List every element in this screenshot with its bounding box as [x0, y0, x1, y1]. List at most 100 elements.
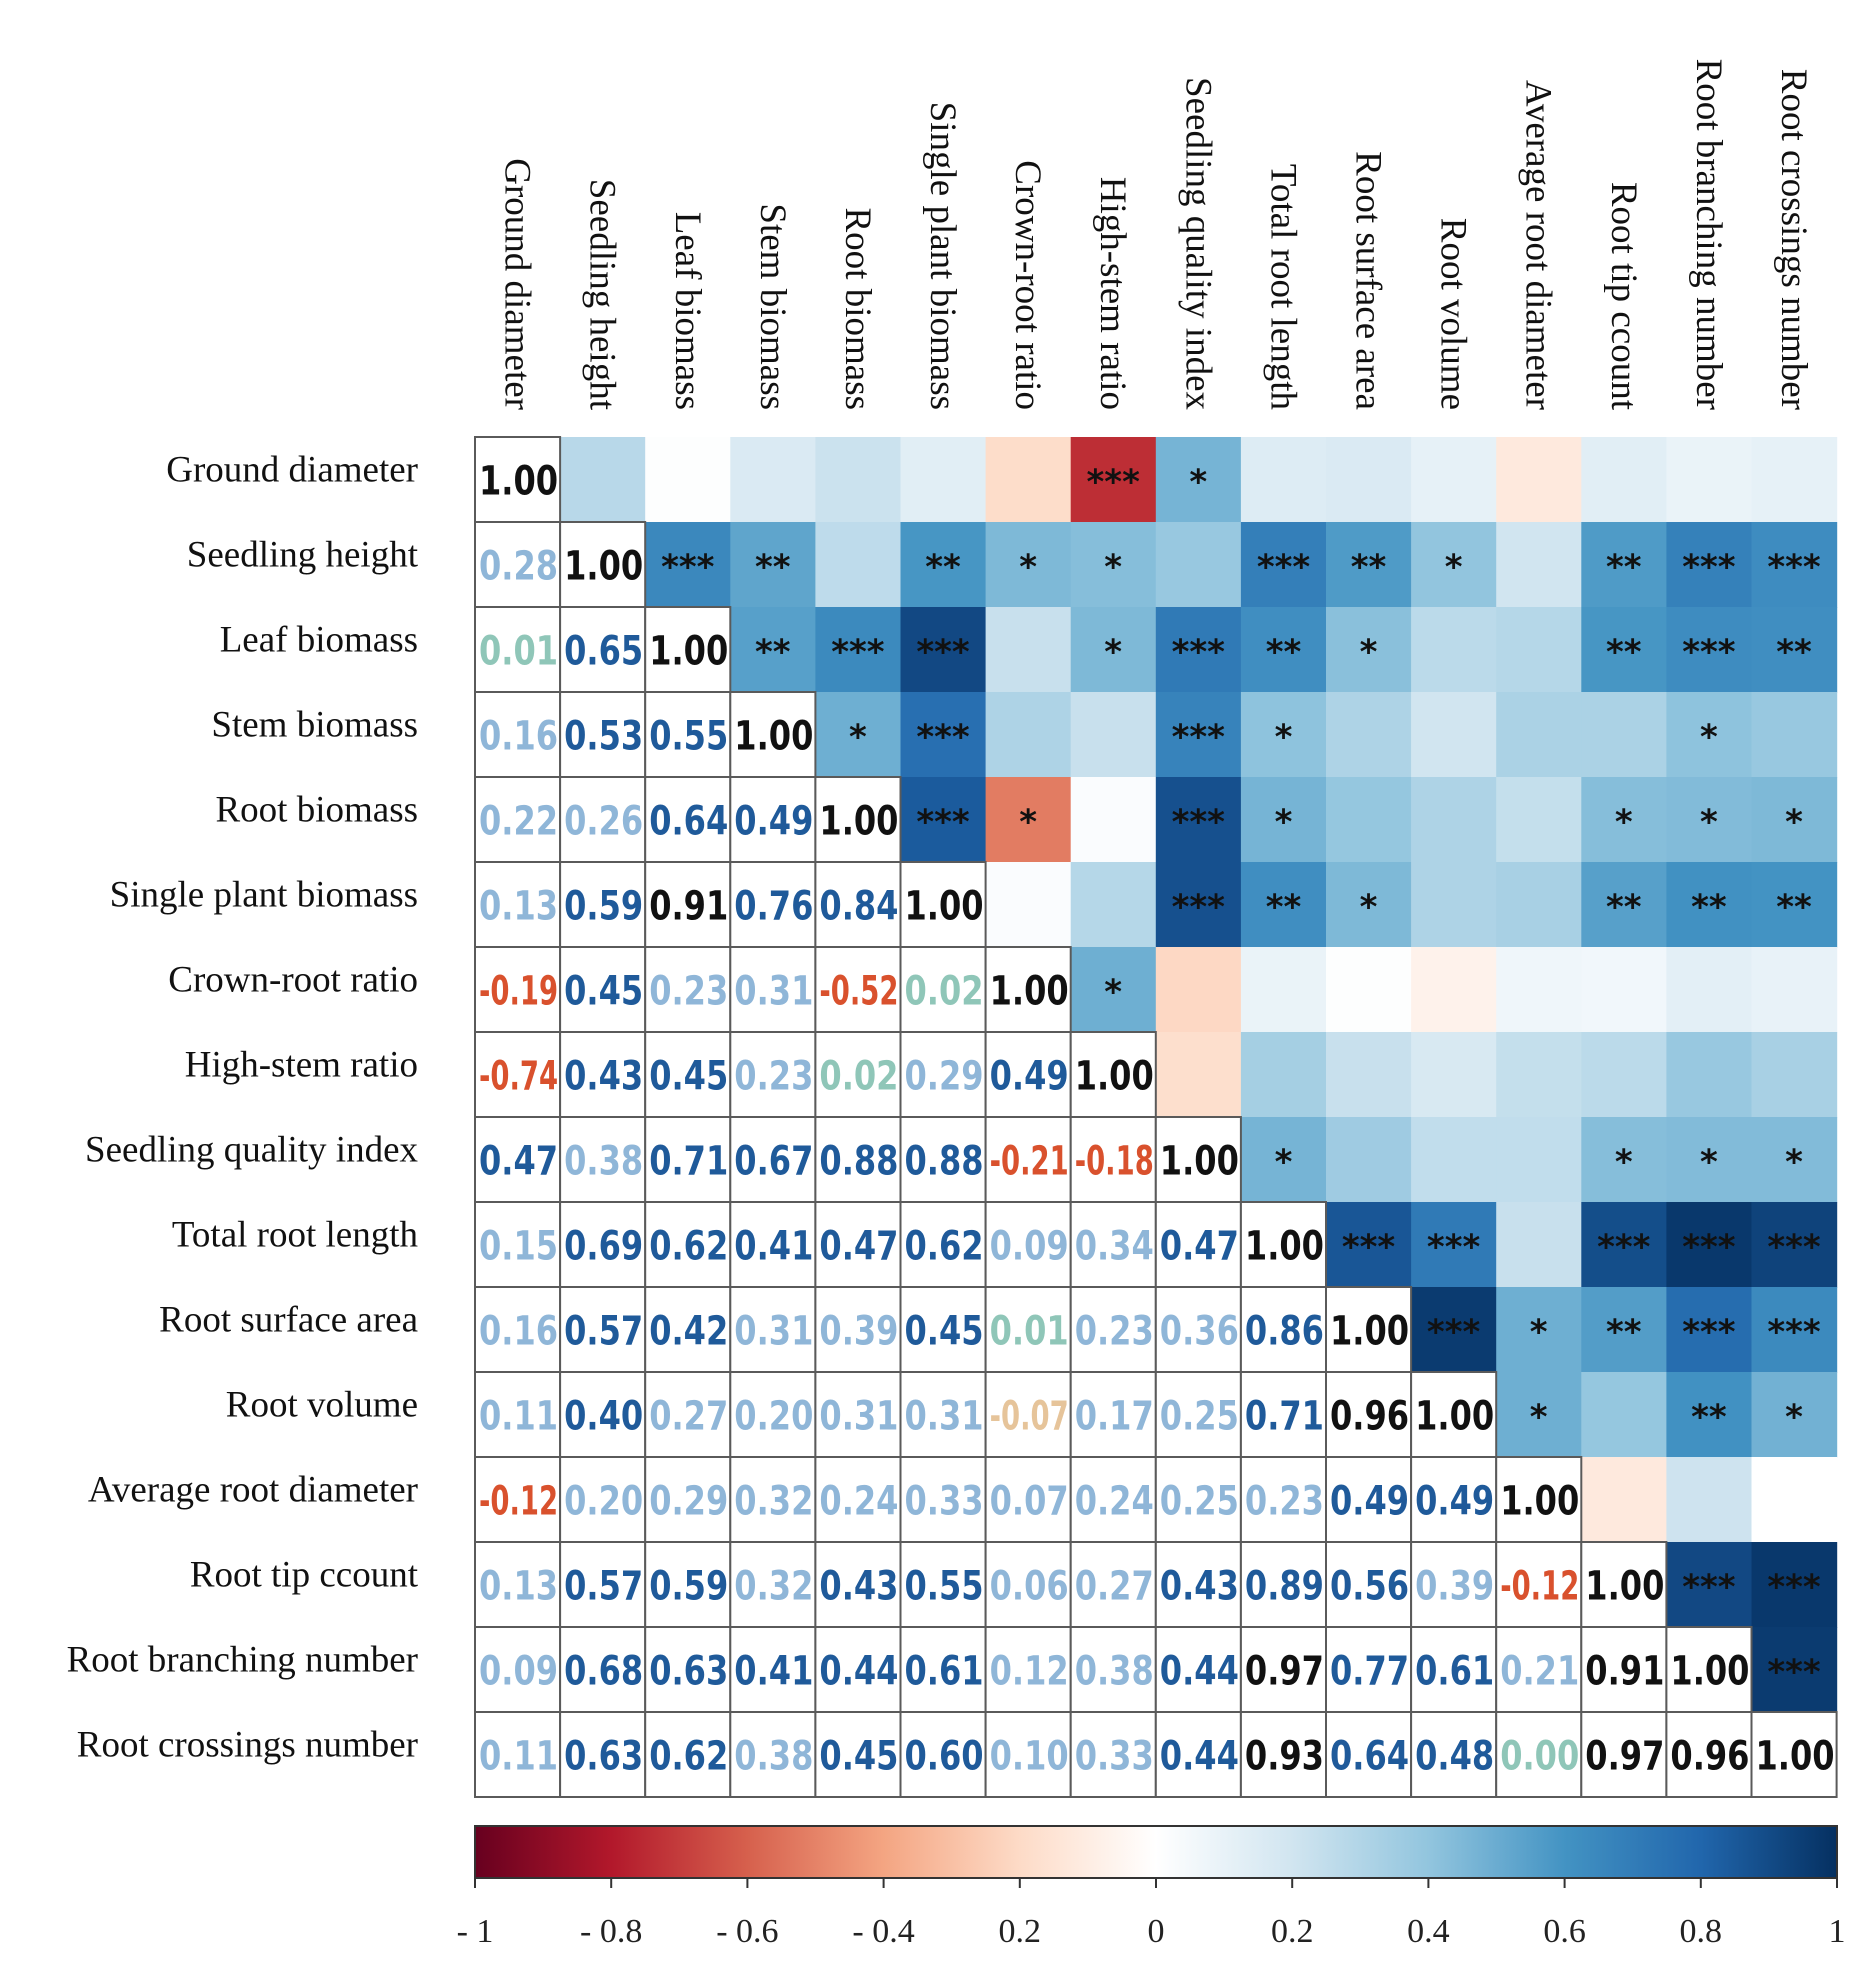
- correlation-value: 0.39: [1415, 1564, 1494, 1610]
- significance-mark: ***: [661, 548, 715, 588]
- colorbar-tick-label: 0.4: [1407, 1913, 1450, 1950]
- correlation-value: 0.64: [649, 799, 728, 845]
- value-cell: [814, 946, 902, 1033]
- significance-mark: *: [1785, 803, 1803, 843]
- row-label: Average root diameter: [88, 1470, 418, 1511]
- heatmap-cell: [1326, 862, 1412, 948]
- value-cell: [899, 1371, 987, 1458]
- value-cell: [899, 861, 987, 948]
- value-cell: [1410, 1626, 1498, 1713]
- significance-mark: *: [1700, 1143, 1718, 1183]
- heatmap-cell: [1155, 777, 1242, 863]
- heatmap-cell: [1751, 862, 1838, 948]
- value-cell: [644, 1456, 732, 1543]
- significance-mark: *: [1700, 718, 1718, 758]
- value-cell: [644, 1371, 732, 1458]
- heatmap-cell: [1326, 607, 1412, 693]
- correlation-value: 0.48: [1415, 1734, 1494, 1780]
- value-cell: [1239, 1711, 1328, 1798]
- value-cell: [559, 691, 647, 778]
- heatmap-cell: [1666, 1032, 1753, 1118]
- heatmap-cell: [730, 437, 816, 523]
- significance-mark: *: [1700, 803, 1718, 843]
- heatmap-cell: [730, 607, 816, 693]
- heatmap-cell: [1751, 1542, 1838, 1628]
- heatmap-cell: [1666, 1287, 1753, 1373]
- heatmap-cell: [1240, 947, 1327, 1033]
- heatmap-cell: [645, 437, 731, 523]
- correlation-value: 0.44: [1160, 1734, 1239, 1780]
- heatmap-cell: [1326, 777, 1412, 863]
- correlation-value: 1.00: [819, 799, 898, 845]
- correlation-value: 0.23: [734, 1054, 813, 1100]
- value-cell: [1154, 1371, 1242, 1458]
- value-cell: [1580, 1541, 1668, 1628]
- correlation-value: 0.44: [1160, 1649, 1239, 1695]
- value-cell: [644, 1541, 732, 1628]
- heatmap-cell: [1496, 437, 1582, 523]
- correlation-value: 0.11: [479, 1394, 558, 1440]
- correlation-value: 0.01: [479, 629, 558, 675]
- correlation-value: 0.17: [1075, 1394, 1154, 1440]
- significance-mark: **: [1691, 1398, 1727, 1438]
- correlation-value: 0.09: [990, 1224, 1069, 1270]
- correlation-value: 0.27: [649, 1394, 728, 1440]
- heatmap-cell: [1155, 692, 1242, 778]
- correlation-value: 0.60: [905, 1734, 984, 1780]
- value-cell: [1410, 1456, 1498, 1543]
- heatmap-cell: [1155, 607, 1242, 693]
- value-cell: [644, 1711, 732, 1798]
- value-cell: [984, 1371, 1072, 1458]
- heatmap-cell: [1581, 1287, 1667, 1373]
- column-label: Seedling quality index: [1177, 77, 1218, 410]
- column-label: Root crossings number: [1773, 69, 1814, 410]
- value-cell: [984, 1541, 1072, 1628]
- heatmap-cell: [1155, 1032, 1242, 1118]
- correlation-value: 1.00: [649, 629, 728, 675]
- value-cell: [1410, 1711, 1498, 1798]
- correlation-value: 0.59: [564, 884, 643, 930]
- value-cell: [559, 521, 647, 608]
- significance-mark: **: [1606, 888, 1642, 928]
- heatmap-cell: [815, 692, 902, 778]
- value-cell: [559, 946, 647, 1033]
- column-label: High-stem ratio: [1092, 177, 1133, 410]
- heatmap-cell: [1666, 1202, 1753, 1288]
- significance-mark: *: [1019, 803, 1037, 843]
- correlation-value: 0.21: [1500, 1649, 1579, 1695]
- correlation-value: 0.84: [819, 884, 898, 930]
- correlation-value: 0.31: [819, 1394, 898, 1440]
- correlation-value: 0.62: [905, 1224, 984, 1270]
- significance-mark: ***: [1342, 1228, 1396, 1268]
- correlation-value: 0.63: [649, 1649, 728, 1695]
- correlation-value: 0.67: [734, 1139, 813, 1185]
- correlation-value: 0.23: [1245, 1479, 1324, 1525]
- heatmap-cell: [1666, 777, 1753, 863]
- heatmap-cell: [1411, 862, 1497, 948]
- correlation-value: 1.00: [734, 714, 813, 760]
- heatmap-cell: [1751, 1372, 1838, 1458]
- significance-mark: ***: [1257, 548, 1311, 588]
- correlation-value: 0.88: [819, 1139, 898, 1185]
- correlation-value: 0.45: [905, 1309, 984, 1355]
- row-label: Root surface area: [159, 1300, 418, 1341]
- heatmap-cell: [1751, 522, 1838, 608]
- significance-mark: ***: [831, 633, 885, 673]
- heatmap-cell: [1751, 947, 1838, 1033]
- correlation-value: 0.20: [734, 1394, 813, 1440]
- significance-mark: ***: [1087, 463, 1141, 503]
- significance-mark: ***: [1427, 1313, 1481, 1353]
- significance-mark: *: [1615, 1143, 1633, 1183]
- correlation-value: 0.96: [1330, 1394, 1409, 1440]
- correlation-value: -0.52: [819, 969, 898, 1015]
- heatmap-cell: [1240, 1032, 1327, 1118]
- correlation-value: 0.86: [1245, 1309, 1324, 1355]
- significance-mark: ***: [1682, 548, 1736, 588]
- heatmap-cell: [1411, 777, 1497, 863]
- correlation-value: 0.53: [564, 714, 643, 760]
- heatmap-cell: [1155, 437, 1242, 523]
- value-cell: [729, 691, 817, 778]
- heatmap-cell: [1581, 1032, 1667, 1118]
- correlation-value: 0.24: [819, 1479, 898, 1525]
- heatmap-cell: [1240, 862, 1327, 948]
